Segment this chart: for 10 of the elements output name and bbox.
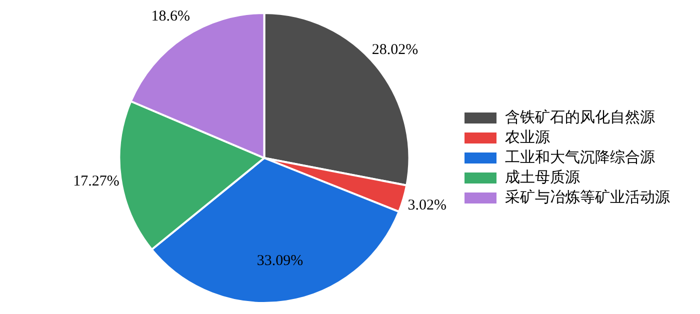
legend-label: 成土母质源 — [505, 168, 580, 186]
data-label: 28.02% — [372, 42, 418, 58]
data-label: 18.6% — [151, 8, 190, 24]
legend-label: 工业和大气沉降综合源 — [505, 148, 655, 166]
data-label: 33.09% — [256, 253, 304, 270]
legend-label: 含铁矿石的风化自然源 — [505, 108, 655, 126]
data-label: 3.02% — [408, 198, 446, 214]
legend-label: 采矿与冶炼等矿业活动源 — [505, 188, 670, 206]
legend-label: 农业源 — [505, 128, 550, 146]
data-label: 17.27% — [73, 174, 120, 190]
